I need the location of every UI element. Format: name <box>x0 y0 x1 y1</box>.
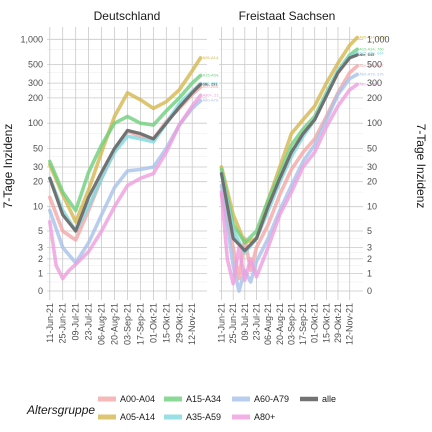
legend-item-label: A80+ <box>254 412 275 422</box>
y-tick-label: 1 <box>38 268 43 278</box>
y-tick-label: 50 <box>33 143 43 153</box>
y-tick-label: 1,000 <box>367 34 390 44</box>
series-line-a60-a79 <box>219 72 360 293</box>
panel-deutschland: A00-A04, 265 A05-A14, 564 A15-A34, 381 A35-… <box>47 27 228 300</box>
series-line-alle <box>219 53 359 253</box>
series-line-a80plus <box>47 93 203 281</box>
y-tick-label: 10 <box>367 202 377 212</box>
x-axis-sachsen: 11-Jun-21 25-Jun-21 09-Jul-21 23-Jul-21 06-A… <box>217 303 355 345</box>
y-tick-label: 300 <box>28 78 43 88</box>
legend-item-label: alle <box>322 394 336 404</box>
legend-item-label: A60-A79 <box>254 394 289 404</box>
x-tick-label: 25-Jun-21 <box>228 303 238 344</box>
end-label: A80+, 284 <box>359 81 378 86</box>
panel-title-sachsen: Freistaat Sachsen <box>239 9 336 23</box>
series-line-alle <box>48 82 203 233</box>
end-label: alle, 291 <box>203 81 219 86</box>
y-tick-label: 20 <box>33 177 43 187</box>
end-label: A05-A14, 564 <box>203 55 228 60</box>
x-tick-label: 20-Aug-21 <box>275 303 285 345</box>
y-tick-label: 50 <box>367 143 377 153</box>
x-tick-label: 29-Okt-21 <box>333 303 343 343</box>
x-tick-label: 01-Okt-21 <box>148 303 158 343</box>
x-tick-label: 17-Sep-21 <box>298 303 308 345</box>
x-tick-label: 29-Okt-21 <box>174 303 184 343</box>
legend-item-label: A15-A34 <box>186 394 221 404</box>
x-tick-label: 11-Jun-21 <box>217 303 227 343</box>
y-tick-label: 20 <box>367 177 377 187</box>
series-line-a15-a34 <box>47 73 203 213</box>
y-tick-label: 100 <box>367 118 382 128</box>
x-tick-label: 06-Aug-21 <box>263 303 273 345</box>
y-tick-label: 500 <box>28 60 43 70</box>
x-tick-label: 12-Nov-21 <box>345 303 355 345</box>
legend: Altersgruppe A00-A04 A05-A14 A15-A34 A35-A5… <box>26 394 336 422</box>
y-tick-label: 100 <box>28 118 43 128</box>
y-tick-label: 10 <box>33 202 43 212</box>
y-axis-title-left: 7-Tage Inzidenz <box>1 124 15 209</box>
x-tick-label: 17-Sep-21 <box>135 303 145 345</box>
y-tick-label: 2 <box>367 254 372 264</box>
x-tick-label: 06-Aug-21 <box>97 303 107 345</box>
y-tick-label: 1 <box>367 268 372 278</box>
y-tick-label: 200 <box>367 93 382 103</box>
end-label: A60-A79, 376 <box>359 72 384 77</box>
panel-sachsen: A00-A04, 507 A05-A14, 1104 A15-A34, 760A35… <box>219 27 386 300</box>
x-tick-label: 12-Nov-21 <box>187 303 197 345</box>
end-label: alle, 645 <box>359 52 375 57</box>
x-tick-label: 15-Okt-21 <box>321 303 331 343</box>
end-label: A00-A04, 265 <box>203 84 228 89</box>
y-tick-label: 300 <box>367 78 382 88</box>
panel-title-deutschland: Deutschland <box>94 9 161 23</box>
x-axis-deutschland: 11-Jun-21 25-Jun-21 09-Jul-21 23-Jul-21 06-A… <box>45 303 197 345</box>
y-tick-label: 200 <box>28 93 43 103</box>
y-tick-label: 500 <box>367 60 382 70</box>
y-axis-right: 0 1 2 3 5 10 20 30 50 100 200 300 500 1,000 <box>367 34 390 296</box>
end-label: A15-A34, 760 <box>359 46 384 51</box>
end-label: A35-A59, 684 <box>359 50 384 55</box>
end-label: A05-A14, 1104 <box>359 35 386 40</box>
x-tick-label: 25-Jun-21 <box>58 303 68 344</box>
y-tick-label: 1,000 <box>20 34 43 44</box>
y-tick-label: 30 <box>33 162 43 172</box>
x-tick-label: 03-Sep-21 <box>123 303 133 345</box>
y-tick-label: 5 <box>38 226 43 236</box>
end-label: A15-A34, 381 <box>203 73 228 78</box>
x-tick-label: 11-Jun-21 <box>45 303 55 343</box>
y-tick-label: 3 <box>38 242 43 252</box>
legend-item-label: A05-A14 <box>120 412 155 422</box>
x-tick-label: 20-Aug-21 <box>110 303 120 345</box>
x-tick-label: 23-Jul-21 <box>84 303 94 341</box>
legend-item-label: A00-A04 <box>120 394 155 404</box>
legend-item-label: A35-A59 <box>186 412 221 422</box>
y-tick-label: 2 <box>38 254 43 264</box>
x-tick-label: 23-Jul-21 <box>252 303 262 341</box>
x-tick-label: 15-Okt-21 <box>161 303 171 343</box>
series-line-a05-a14 <box>47 56 203 224</box>
y-tick-label: 3 <box>367 242 372 252</box>
y-tick-label: 0 <box>367 286 372 296</box>
y-axis-left: 0 1 2 3 5 10 20 30 50 100 200 300 500 1,000 <box>20 34 43 296</box>
end-label: A80+, 215 <box>203 92 222 97</box>
end-label: A60-A79, 184 <box>203 98 228 103</box>
end-label: A35-A59, 302 <box>203 81 228 86</box>
x-tick-label: 01-Okt-21 <box>310 303 320 343</box>
x-tick-label: 03-Sep-21 <box>286 303 296 345</box>
x-tick-label: 09-Jul-21 <box>71 303 81 341</box>
y-axis-title-right: 7-Tage Inzidenz <box>414 124 428 209</box>
y-tick-label: 30 <box>367 162 377 172</box>
legend-title: Altersgruppe <box>26 403 95 417</box>
end-label: A00-A04, 507 <box>359 63 384 68</box>
x-tick-label: 09-Jul-21 <box>240 303 250 341</box>
y-tick-label: 0 <box>38 286 43 296</box>
series-line-a80plus <box>219 82 360 286</box>
y-tick-label: 5 <box>367 226 372 236</box>
